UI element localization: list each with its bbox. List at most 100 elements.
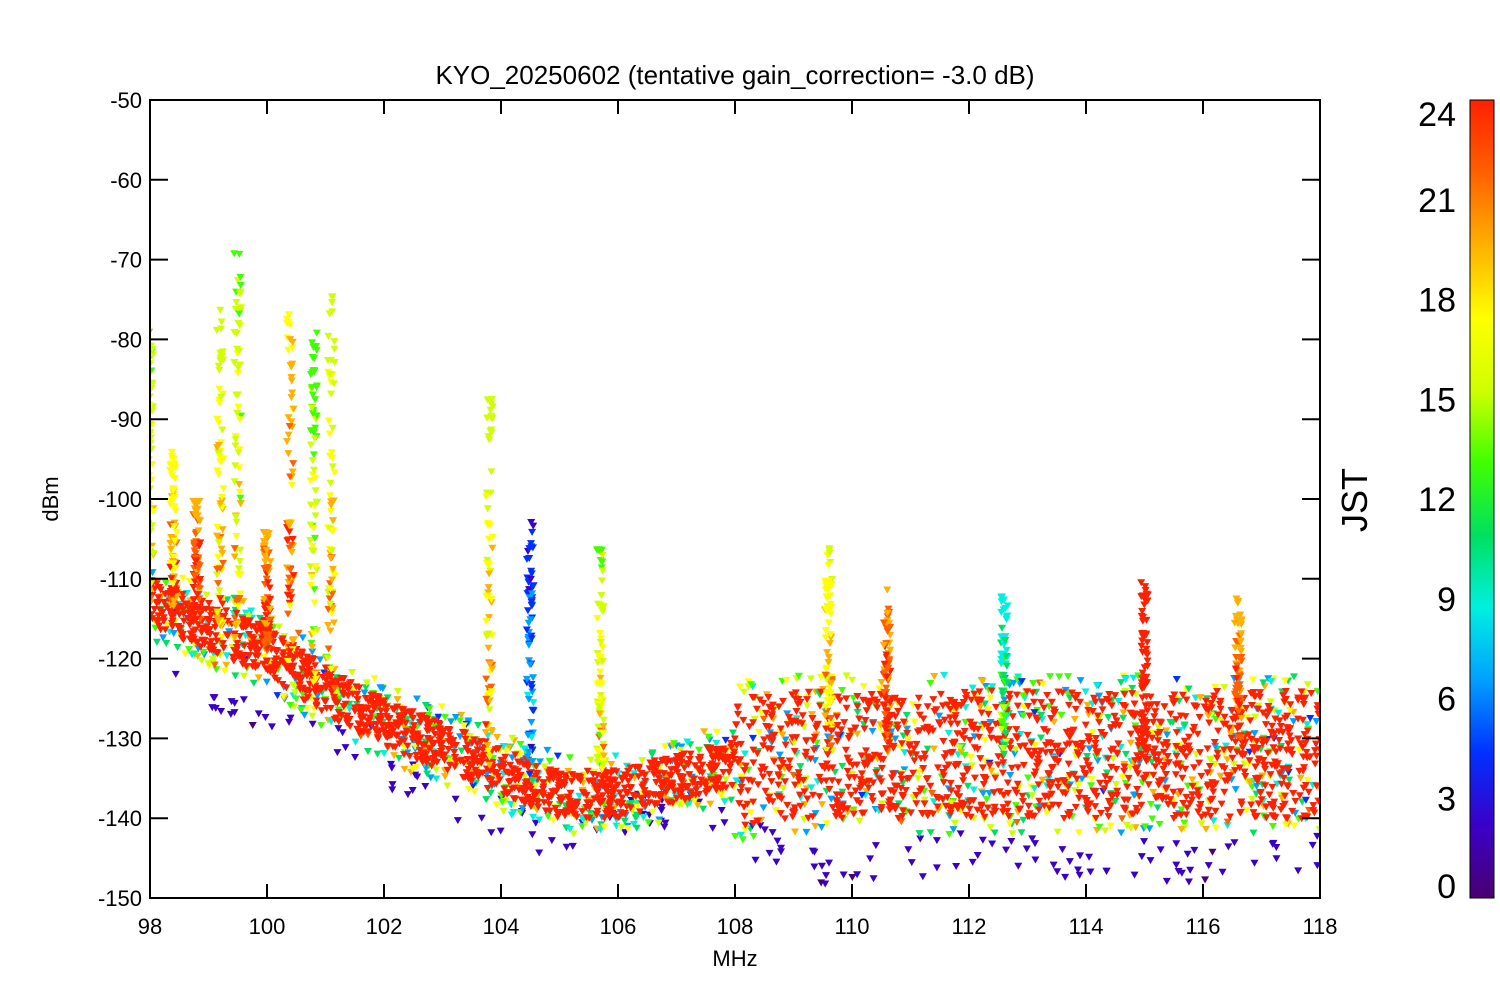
data-point <box>716 784 725 792</box>
data-point <box>736 788 745 796</box>
data-point <box>424 744 433 752</box>
data-point <box>751 856 760 864</box>
data-point <box>150 445 155 453</box>
data-point <box>1269 744 1278 752</box>
data-point <box>997 725 1006 733</box>
data-point <box>477 738 486 746</box>
data-point <box>880 660 889 668</box>
data-point <box>729 751 738 759</box>
data-point <box>249 679 258 687</box>
data-point <box>1262 712 1271 720</box>
data-point <box>561 772 570 780</box>
data-point <box>894 814 903 822</box>
data-point <box>1005 695 1014 703</box>
data-point <box>309 466 318 474</box>
data-point <box>976 755 985 763</box>
data-point <box>1203 769 1212 777</box>
data-point <box>1180 721 1189 729</box>
data-point <box>1117 815 1126 823</box>
data-point <box>441 773 450 781</box>
data-point <box>1137 801 1146 809</box>
data-point <box>789 739 798 747</box>
data-point <box>1231 644 1240 652</box>
data-point <box>855 817 864 825</box>
y-tick-label: -80 <box>110 327 142 352</box>
data-point <box>308 410 317 418</box>
data-point <box>1153 730 1162 738</box>
data-point <box>1072 775 1081 783</box>
data-point <box>310 534 319 542</box>
colorbar-tick-label: 6 <box>1437 681 1456 719</box>
data-point <box>168 617 177 625</box>
data-point <box>907 859 916 867</box>
data-point <box>380 750 389 758</box>
data-point <box>290 689 299 697</box>
data-point <box>332 714 341 722</box>
data-point <box>826 631 835 639</box>
data-point <box>169 629 178 637</box>
data-point <box>289 405 298 413</box>
data-point <box>914 768 923 776</box>
data-point <box>1033 758 1042 766</box>
data-point <box>881 720 890 728</box>
data-point <box>215 385 224 393</box>
data-point <box>1302 748 1311 756</box>
data-point <box>1286 701 1295 709</box>
data-point <box>478 746 487 754</box>
data-point <box>1310 809 1319 817</box>
data-point <box>1018 792 1027 800</box>
data-point <box>1251 813 1260 821</box>
data-point <box>177 603 186 611</box>
data-point <box>1182 811 1191 819</box>
data-point <box>230 553 239 561</box>
data-point <box>914 775 923 783</box>
data-point <box>739 716 748 724</box>
data-point <box>235 416 244 424</box>
data-point <box>867 792 876 800</box>
data-point <box>184 646 193 654</box>
data-point <box>609 786 618 794</box>
data-point <box>743 787 752 795</box>
data-point <box>1211 824 1220 832</box>
data-point <box>762 709 771 717</box>
data-point <box>526 575 535 583</box>
data-point <box>1176 764 1185 772</box>
data-point <box>322 682 331 690</box>
data-point <box>1029 698 1038 706</box>
data-point <box>870 696 879 704</box>
data-point <box>1232 612 1241 620</box>
data-point <box>239 672 248 680</box>
data-point <box>868 727 877 735</box>
data-point <box>818 801 827 809</box>
data-point <box>222 631 231 639</box>
data-point <box>737 784 746 792</box>
data-point <box>451 754 460 762</box>
data-point <box>524 695 533 703</box>
data-point <box>749 759 758 767</box>
data-point <box>1236 722 1245 730</box>
data-point <box>1217 716 1226 724</box>
data-point <box>1069 726 1078 734</box>
data-point <box>1004 726 1013 734</box>
data-point <box>970 690 979 698</box>
data-point <box>1024 702 1033 710</box>
data-point <box>599 743 608 751</box>
data-point <box>487 776 496 784</box>
data-point <box>1002 846 1011 854</box>
data-point <box>447 718 456 726</box>
data-point <box>262 612 271 620</box>
data-point <box>605 800 614 808</box>
data-point <box>1217 800 1226 808</box>
data-point <box>1142 645 1151 653</box>
data-point <box>596 826 605 834</box>
x-tick-label: 110 <box>834 914 869 939</box>
data-point <box>764 694 773 702</box>
data-point <box>1235 764 1244 772</box>
data-point <box>1252 738 1261 746</box>
data-point <box>262 622 271 630</box>
data-point <box>987 687 996 695</box>
data-point <box>1120 767 1129 775</box>
data-point <box>216 595 225 603</box>
data-point <box>261 558 270 566</box>
data-point <box>578 823 587 831</box>
